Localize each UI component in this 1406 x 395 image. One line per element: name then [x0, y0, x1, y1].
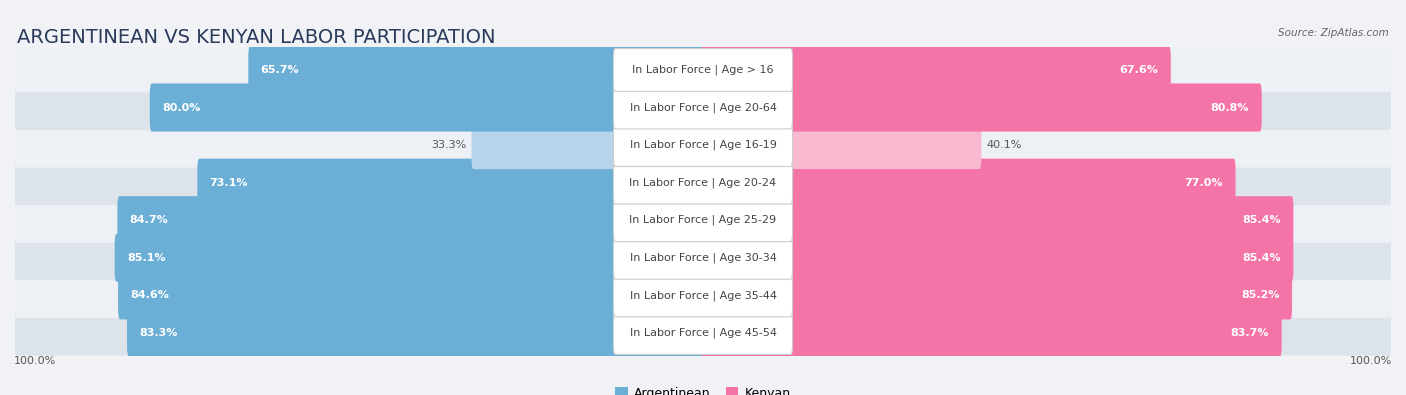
FancyBboxPatch shape [150, 83, 704, 132]
FancyBboxPatch shape [702, 271, 1292, 320]
Text: ARGENTINEAN VS KENYAN LABOR PARTICIPATION: ARGENTINEAN VS KENYAN LABOR PARTICIPATIO… [17, 28, 495, 47]
Text: 83.3%: 83.3% [139, 328, 177, 338]
Text: 83.7%: 83.7% [1230, 328, 1270, 338]
Text: In Labor Force | Age 16-19: In Labor Force | Age 16-19 [630, 140, 776, 150]
FancyBboxPatch shape [118, 271, 704, 320]
Text: 65.7%: 65.7% [260, 65, 299, 75]
Text: 40.1%: 40.1% [986, 140, 1022, 150]
FancyBboxPatch shape [613, 86, 793, 129]
Text: 80.0%: 80.0% [162, 103, 201, 113]
FancyBboxPatch shape [613, 199, 793, 242]
Text: 85.1%: 85.1% [127, 253, 166, 263]
FancyBboxPatch shape [249, 46, 704, 94]
Text: In Labor Force | Age > 16: In Labor Force | Age > 16 [633, 65, 773, 75]
FancyBboxPatch shape [15, 273, 1391, 318]
Text: 85.4%: 85.4% [1243, 253, 1281, 263]
FancyBboxPatch shape [15, 160, 1391, 205]
FancyBboxPatch shape [702, 196, 1294, 244]
Text: 84.7%: 84.7% [129, 215, 169, 225]
FancyBboxPatch shape [702, 159, 1236, 207]
FancyBboxPatch shape [702, 234, 1294, 282]
FancyBboxPatch shape [702, 46, 1171, 94]
FancyBboxPatch shape [702, 121, 981, 169]
FancyBboxPatch shape [702, 83, 1261, 132]
Text: 100.0%: 100.0% [14, 356, 56, 365]
Text: Source: ZipAtlas.com: Source: ZipAtlas.com [1278, 28, 1389, 38]
FancyBboxPatch shape [118, 196, 704, 244]
FancyBboxPatch shape [15, 310, 1391, 356]
Text: 77.0%: 77.0% [1185, 178, 1223, 188]
FancyBboxPatch shape [613, 312, 793, 354]
FancyBboxPatch shape [15, 122, 1391, 167]
Text: In Labor Force | Age 20-64: In Labor Force | Age 20-64 [630, 102, 776, 113]
FancyBboxPatch shape [613, 161, 793, 204]
Text: 85.4%: 85.4% [1243, 215, 1281, 225]
Text: 100.0%: 100.0% [1350, 356, 1392, 365]
Text: In Labor Force | Age 35-44: In Labor Force | Age 35-44 [630, 290, 776, 301]
Text: In Labor Force | Age 20-24: In Labor Force | Age 20-24 [630, 177, 776, 188]
FancyBboxPatch shape [15, 85, 1391, 130]
FancyBboxPatch shape [15, 235, 1391, 280]
Text: 85.2%: 85.2% [1241, 290, 1279, 300]
Text: In Labor Force | Age 45-54: In Labor Force | Age 45-54 [630, 328, 776, 338]
FancyBboxPatch shape [613, 236, 793, 279]
Text: 67.6%: 67.6% [1119, 65, 1159, 75]
FancyBboxPatch shape [127, 309, 704, 357]
Text: 84.6%: 84.6% [131, 290, 169, 300]
Text: 33.3%: 33.3% [432, 140, 467, 150]
Text: In Labor Force | Age 25-29: In Labor Force | Age 25-29 [630, 215, 776, 226]
FancyBboxPatch shape [197, 159, 704, 207]
FancyBboxPatch shape [613, 124, 793, 167]
Text: 73.1%: 73.1% [209, 178, 249, 188]
FancyBboxPatch shape [702, 309, 1282, 357]
FancyBboxPatch shape [471, 121, 704, 169]
Text: 80.8%: 80.8% [1211, 103, 1250, 113]
FancyBboxPatch shape [613, 49, 793, 91]
FancyBboxPatch shape [15, 198, 1391, 243]
Legend: Argentinean, Kenyan: Argentinean, Kenyan [610, 382, 796, 395]
Text: In Labor Force | Age 30-34: In Labor Force | Age 30-34 [630, 252, 776, 263]
FancyBboxPatch shape [115, 234, 704, 282]
FancyBboxPatch shape [15, 47, 1391, 92]
FancyBboxPatch shape [613, 274, 793, 317]
